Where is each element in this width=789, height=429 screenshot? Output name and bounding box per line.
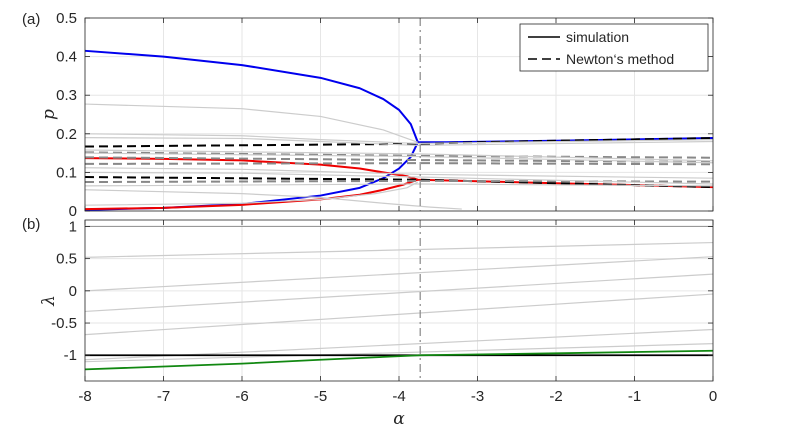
series-line-2 [84,256,714,292]
x-tick-label: -7 [157,388,170,405]
y-tick-label: 0.4 [56,49,77,66]
y-tick-label: 0.5 [56,251,77,268]
series-line-3 [84,273,714,313]
x-tick-label: -2 [549,388,562,405]
panel-b: -1 -0.5 0 0.5 1 -8 -7 -6 -5 -4 -3 -2 -1 0 λ α (b) [22,216,717,429]
panel-a-y-axis-label: p [39,109,59,120]
y-tick-label: -0.5 [51,315,77,332]
x-axis-label: α [393,409,405,429]
y-tick-label: 0.1 [56,164,77,181]
panel-b-x-ticks: -8 -7 -6 -5 -4 -3 -2 -1 0 [78,220,717,405]
y-tick-label: 0.5 [56,10,77,27]
panel-a: 0 0.1 0.2 0.3 0.4 0.5 p (a) simulation Newton… [22,10,714,220]
series-line-11 [84,133,714,145]
x-tick-label: -4 [392,388,405,405]
panel-b-series-group [84,225,714,371]
y-tick-label: -1 [64,347,77,364]
series-line-16 [84,171,714,185]
x-tick-label: -1 [628,388,641,405]
panel-a-y-ticks: 0 0.1 0.2 0.3 0.4 0.5 [56,10,714,220]
series-line-19 [84,181,419,206]
series-line-2 [84,157,714,189]
legend-box [519,23,709,72]
x-tick-label: -8 [78,388,91,405]
panel-b-y-axis-label: λ [39,295,59,307]
panel-a-series-group [84,49,714,211]
legend: simulation Newton‘s method [519,23,709,72]
x-tick-label: -3 [471,388,484,405]
x-tick-label: -6 [235,388,248,405]
legend-label-newtons-method: Newton‘s method [566,51,674,67]
y-tick-label: 1 [69,218,77,235]
series-line-10 [84,103,419,143]
y-tick-label: 0.2 [56,126,77,143]
series-line-6 [84,343,714,363]
x-tick-label: -5 [314,388,327,405]
legend-label-simulation: simulation [566,29,629,45]
series-line-8 [84,349,714,371]
series-line-4 [84,293,714,336]
panel-a-label: (a) [22,11,40,28]
series-line-1 [84,241,714,258]
series-line-14 [84,152,714,164]
series-line-12 [84,137,714,146]
series-line-18 [84,189,462,210]
series-line-13 [84,149,714,162]
panel-b-label: (b) [22,216,40,233]
panel-b-y-ticks: -1 -0.5 0 0.5 1 [51,218,713,364]
series-line-15 [84,167,714,179]
x-tick-label: 0 [709,388,717,405]
y-tick-label: 0 [69,283,77,300]
y-tick-label: 0.3 [56,87,77,104]
y-tick-label: 0 [69,203,77,220]
series-line-17 [84,183,714,187]
